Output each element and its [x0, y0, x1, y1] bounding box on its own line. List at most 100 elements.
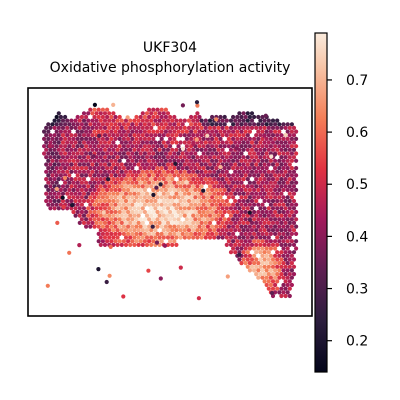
spot	[142, 122, 147, 127]
spot	[184, 166, 189, 171]
spot	[247, 195, 252, 200]
spot	[243, 144, 248, 149]
spot	[279, 242, 284, 247]
spot	[281, 151, 286, 156]
spot	[151, 144, 156, 149]
spot	[46, 195, 51, 200]
spot	[222, 231, 227, 236]
spot	[186, 177, 192, 182]
spot	[104, 279, 109, 285]
spot	[249, 125, 255, 130]
spot	[218, 195, 223, 200]
spot	[77, 243, 82, 248]
spot	[134, 195, 139, 200]
spot	[283, 147, 288, 152]
spot	[138, 122, 143, 127]
spot	[121, 173, 126, 178]
spot	[273, 129, 278, 134]
spot	[180, 166, 185, 171]
spot	[117, 239, 122, 244]
spot	[176, 180, 181, 185]
spot	[245, 235, 250, 240]
spot	[287, 140, 292, 145]
spot	[262, 184, 267, 189]
spot	[136, 162, 141, 167]
spot	[178, 162, 183, 167]
spot	[228, 147, 234, 152]
spot	[174, 155, 179, 160]
spot	[79, 209, 84, 215]
spot	[191, 235, 196, 240]
spot	[159, 187, 164, 193]
spot	[170, 184, 175, 189]
spot	[136, 125, 141, 130]
spot	[96, 217, 101, 222]
spot	[56, 133, 61, 138]
spot	[79, 136, 84, 141]
spot	[291, 140, 297, 145]
spot	[79, 173, 84, 178]
spot	[226, 224, 231, 229]
spot	[237, 228, 242, 233]
spot	[178, 125, 183, 130]
spot	[258, 250, 263, 255]
spot	[216, 140, 221, 145]
spot	[113, 224, 118, 229]
spot	[126, 144, 131, 149]
spot	[147, 122, 152, 127]
spot	[195, 220, 200, 225]
spot	[216, 191, 221, 196]
spot	[245, 228, 250, 233]
spot	[123, 118, 129, 123]
spot	[180, 209, 185, 215]
spot	[269, 290, 275, 296]
spot	[294, 180, 299, 185]
spot	[79, 158, 84, 163]
spot	[92, 102, 97, 107]
spot	[184, 224, 189, 229]
spot	[79, 187, 84, 193]
spot	[71, 136, 76, 141]
spot	[147, 231, 152, 236]
spot	[157, 140, 162, 145]
spot	[105, 180, 110, 185]
spot	[222, 209, 227, 215]
spot	[191, 198, 196, 204]
spot	[281, 173, 286, 178]
spot	[123, 213, 129, 218]
spot	[264, 282, 269, 288]
spot	[119, 191, 124, 196]
spot	[218, 217, 223, 222]
spot	[182, 198, 187, 204]
spot	[88, 173, 93, 178]
spot	[144, 242, 150, 247]
spot	[243, 114, 248, 120]
spot	[266, 133, 271, 138]
spot	[266, 140, 271, 145]
spot	[283, 235, 288, 240]
spot	[67, 187, 72, 193]
spot	[168, 187, 173, 193]
spot	[285, 290, 290, 295]
spot	[189, 195, 194, 200]
spot	[180, 202, 185, 207]
spot	[155, 144, 160, 149]
spot	[126, 187, 131, 193]
spot	[189, 231, 194, 236]
spot	[184, 180, 189, 185]
spot	[165, 118, 171, 123]
spot	[119, 155, 124, 160]
spot	[222, 217, 227, 222]
spot	[88, 195, 93, 200]
spot	[92, 136, 97, 141]
spot	[113, 173, 118, 178]
spot	[287, 242, 292, 247]
spot	[291, 177, 297, 182]
spot	[132, 177, 137, 182]
spot	[96, 224, 101, 229]
spot	[48, 155, 53, 160]
spot	[245, 257, 250, 262]
spot	[195, 125, 200, 130]
spot	[287, 184, 292, 189]
